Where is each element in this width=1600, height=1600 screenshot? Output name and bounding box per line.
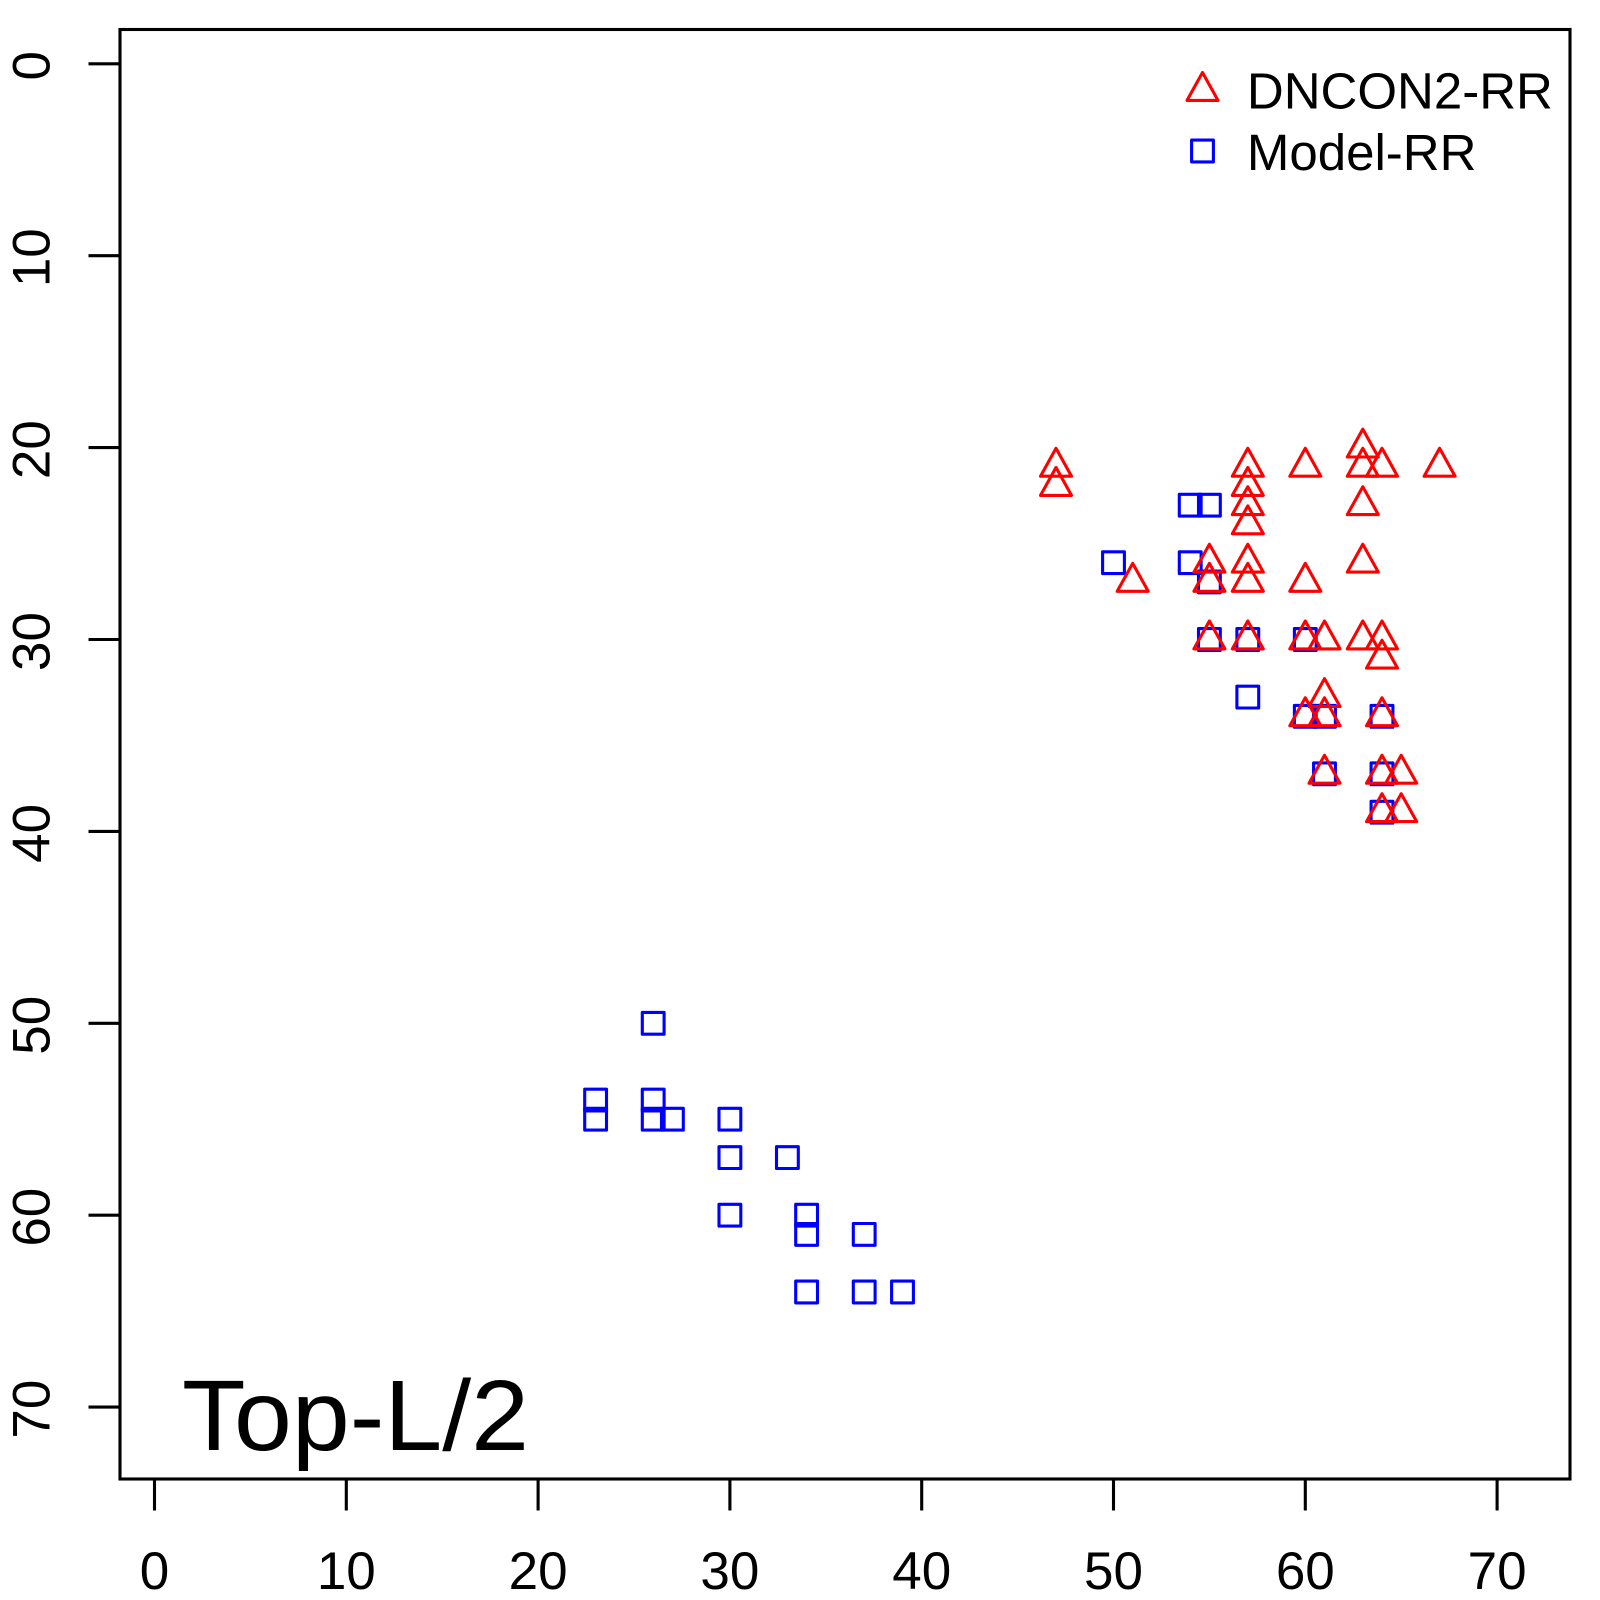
svg-text:20: 20: [509, 1542, 568, 1600]
svg-text:30: 30: [3, 612, 62, 671]
svg-text:20: 20: [3, 420, 62, 479]
svg-text:Top-L/2: Top-L/2: [182, 1360, 529, 1472]
svg-text:40: 40: [892, 1542, 951, 1600]
svg-text:DNCON2-RR: DNCON2-RR: [1247, 63, 1553, 120]
svg-text:10: 10: [3, 228, 62, 287]
svg-text:60: 60: [1276, 1542, 1335, 1600]
svg-text:50: 50: [3, 996, 62, 1055]
svg-text:0: 0: [140, 1542, 169, 1600]
svg-text:10: 10: [317, 1542, 376, 1600]
svg-text:0: 0: [3, 51, 62, 80]
svg-text:60: 60: [3, 1188, 62, 1247]
svg-text:Model-RR: Model-RR: [1247, 124, 1477, 181]
svg-text:30: 30: [700, 1542, 759, 1600]
svg-text:70: 70: [1468, 1542, 1527, 1600]
svg-text:70: 70: [3, 1380, 62, 1439]
svg-text:40: 40: [3, 804, 62, 863]
svg-text:50: 50: [1084, 1542, 1143, 1600]
